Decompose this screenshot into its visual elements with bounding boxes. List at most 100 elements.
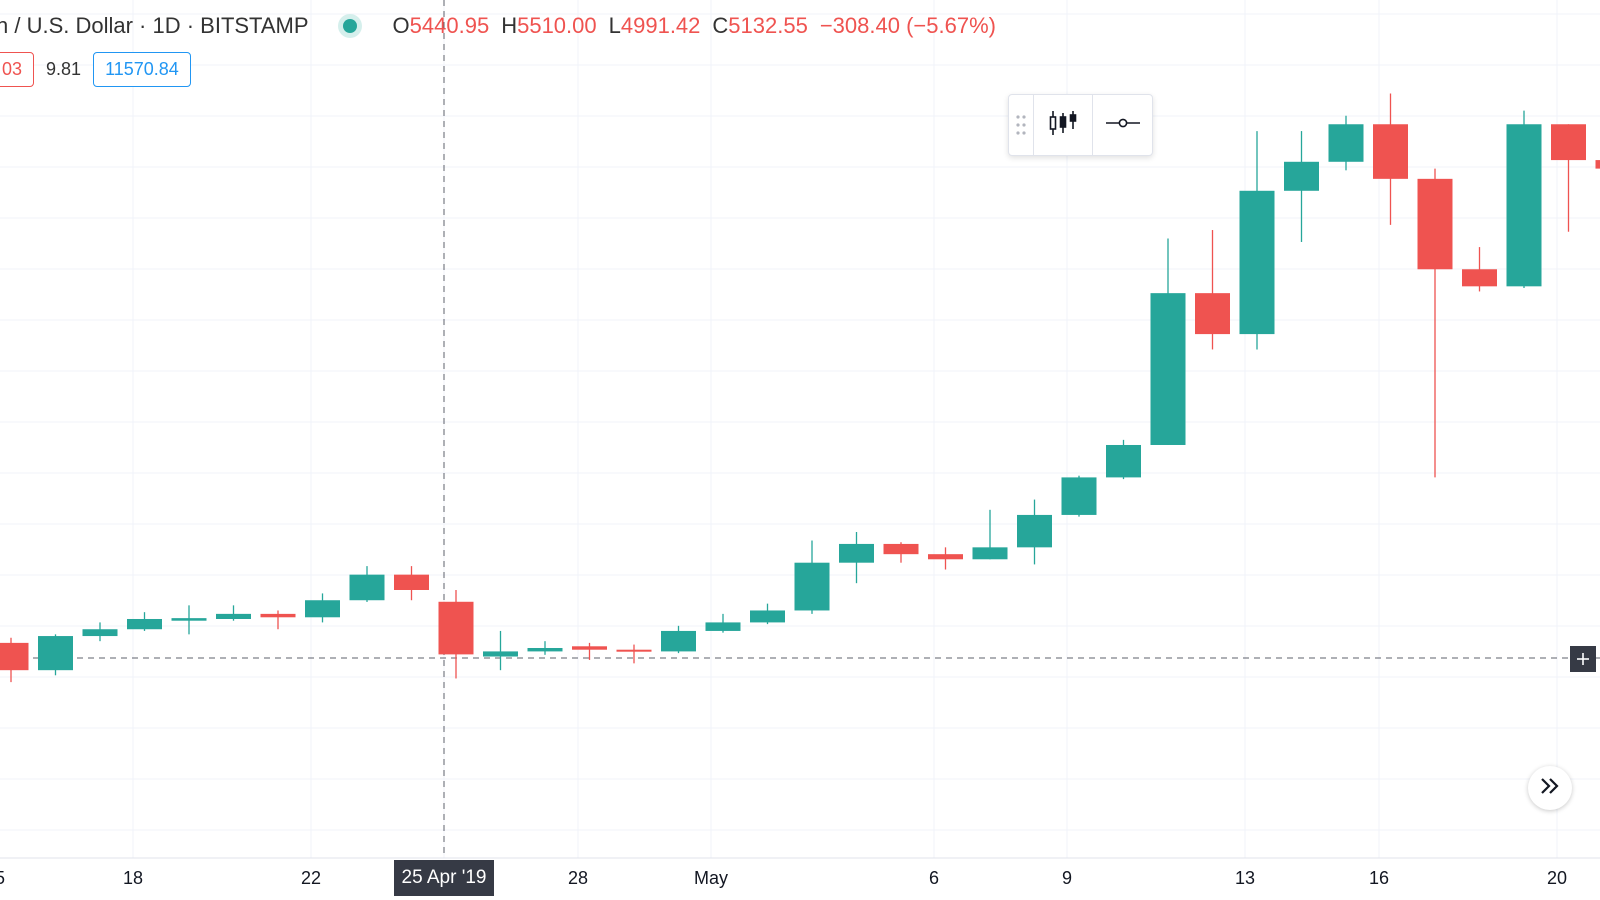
candle: [394, 566, 429, 601]
candle-body: [928, 554, 963, 560]
candle-body: [127, 618, 162, 630]
candle-body: [349, 574, 385, 601]
candle-body: [750, 610, 785, 623]
high-value: 5510.00: [517, 13, 597, 38]
candle-body: [1284, 161, 1319, 191]
time-axis-tick-label: May: [694, 868, 728, 888]
floating-toolbar: [1008, 94, 1153, 156]
buy-price-pill[interactable]: 11570.84: [93, 51, 191, 87]
low-key: L: [608, 13, 621, 38]
candle: [1017, 499, 1052, 565]
time-axis-tick-label: 5: [0, 868, 5, 888]
candle-body: [171, 618, 207, 621]
candle-body: [794, 562, 830, 611]
candle: [1106, 439, 1141, 480]
candle: [572, 642, 607, 660]
add-plus-icon[interactable]: [1570, 646, 1596, 672]
candle-body: [394, 574, 429, 590]
candle: [794, 540, 830, 614]
candle-body: [1328, 124, 1364, 162]
time-axis-tick-label: 28: [568, 868, 588, 888]
candle: [1417, 168, 1453, 478]
candle: [260, 610, 296, 630]
candle-body: [438, 601, 474, 655]
candle-body: [839, 543, 874, 563]
double-chevron-right-icon: [1540, 777, 1560, 800]
candle: [1150, 238, 1186, 445]
candle: [883, 542, 919, 563]
candle: [1462, 247, 1497, 292]
candle-body: [1462, 269, 1497, 287]
candle: [527, 641, 563, 655]
candle: [1328, 115, 1364, 171]
candle: [1506, 110, 1542, 289]
candle-body: [1506, 124, 1542, 287]
crosshair-lines: [0, 0, 1600, 858]
candle-body: [483, 651, 518, 657]
candle-body: [82, 629, 118, 637]
time-axis-tick-label: 20: [1547, 868, 1567, 888]
candle: [616, 644, 652, 664]
close-key: C: [712, 13, 729, 38]
sell-price-pill[interactable]: 03: [0, 51, 35, 87]
low-value: 4991.42: [620, 13, 701, 38]
candle: [305, 593, 340, 623]
candle: [438, 589, 474, 679]
symbol-legend: n / U.S. Dollar · 1D · BITSTAMP O 5440.95…: [0, 8, 996, 44]
candle-body: [1417, 178, 1453, 270]
candle-body: [1551, 124, 1586, 161]
candle-body: [305, 600, 340, 618]
drag-handle-icon[interactable]: [1009, 95, 1034, 155]
candle: [750, 603, 785, 625]
candle-body: [1106, 444, 1141, 478]
candle: [1061, 475, 1097, 517]
candle: [216, 605, 251, 621]
time-axis-tick-label: 22: [301, 868, 321, 888]
symbol-title[interactable]: n / U.S. Dollar · 1D · BITSTAMP: [0, 13, 309, 38]
market-status-dot-icon[interactable]: [342, 19, 357, 33]
horizontal-line-tool-button[interactable]: [1093, 95, 1152, 155]
candle-body: [1373, 124, 1408, 179]
candle: [1551, 124, 1586, 232]
high-key: H: [501, 13, 518, 38]
time-axis[interactable]: 5 18 22 28 May 6 9 13 16 20: [0, 868, 1567, 888]
chart-grid: [0, 0, 1600, 858]
crosshair-date-label: 25 Apr '19: [394, 860, 494, 896]
candle-body: [661, 630, 696, 652]
candle: [661, 625, 696, 654]
candle-body: [705, 622, 741, 631]
candle-body: [616, 649, 652, 652]
candle-body: [1195, 293, 1230, 335]
candle: [972, 509, 1008, 560]
candle: [38, 634, 73, 676]
candle-body: [972, 547, 1008, 560]
candle-body: [1595, 160, 1600, 169]
candles-icon: [1048, 109, 1078, 142]
price-pills: 03 9.81 11570.84: [0, 51, 191, 87]
candle: [1373, 93, 1408, 225]
candle: [1284, 131, 1319, 242]
candle-body: [260, 613, 296, 618]
candle: [483, 630, 518, 671]
change-value: −308.40 (−5.67%): [819, 13, 996, 38]
candle-body: [572, 646, 607, 650]
candle-body: [883, 543, 919, 555]
scroll-to-realtime-button[interactable]: [1528, 766, 1572, 810]
time-axis-tick-label: 9: [1062, 868, 1072, 888]
spread-value: 9.81: [46, 58, 82, 79]
candle: [0, 637, 29, 683]
candle: [1195, 230, 1230, 350]
time-axis-tick-label: 13: [1235, 868, 1255, 888]
horizontal-line-icon: [1105, 116, 1141, 135]
candle-body: [1150, 293, 1186, 445]
candle: [171, 605, 207, 635]
candle: [82, 622, 118, 642]
candle: [127, 612, 162, 631]
chart-type-button[interactable]: [1034, 95, 1094, 155]
open-value: 5440.95: [409, 13, 490, 38]
candle: [928, 547, 963, 570]
candle: [1239, 131, 1275, 350]
candle: [349, 566, 385, 602]
time-axis-tick-label: 16: [1369, 868, 1389, 888]
